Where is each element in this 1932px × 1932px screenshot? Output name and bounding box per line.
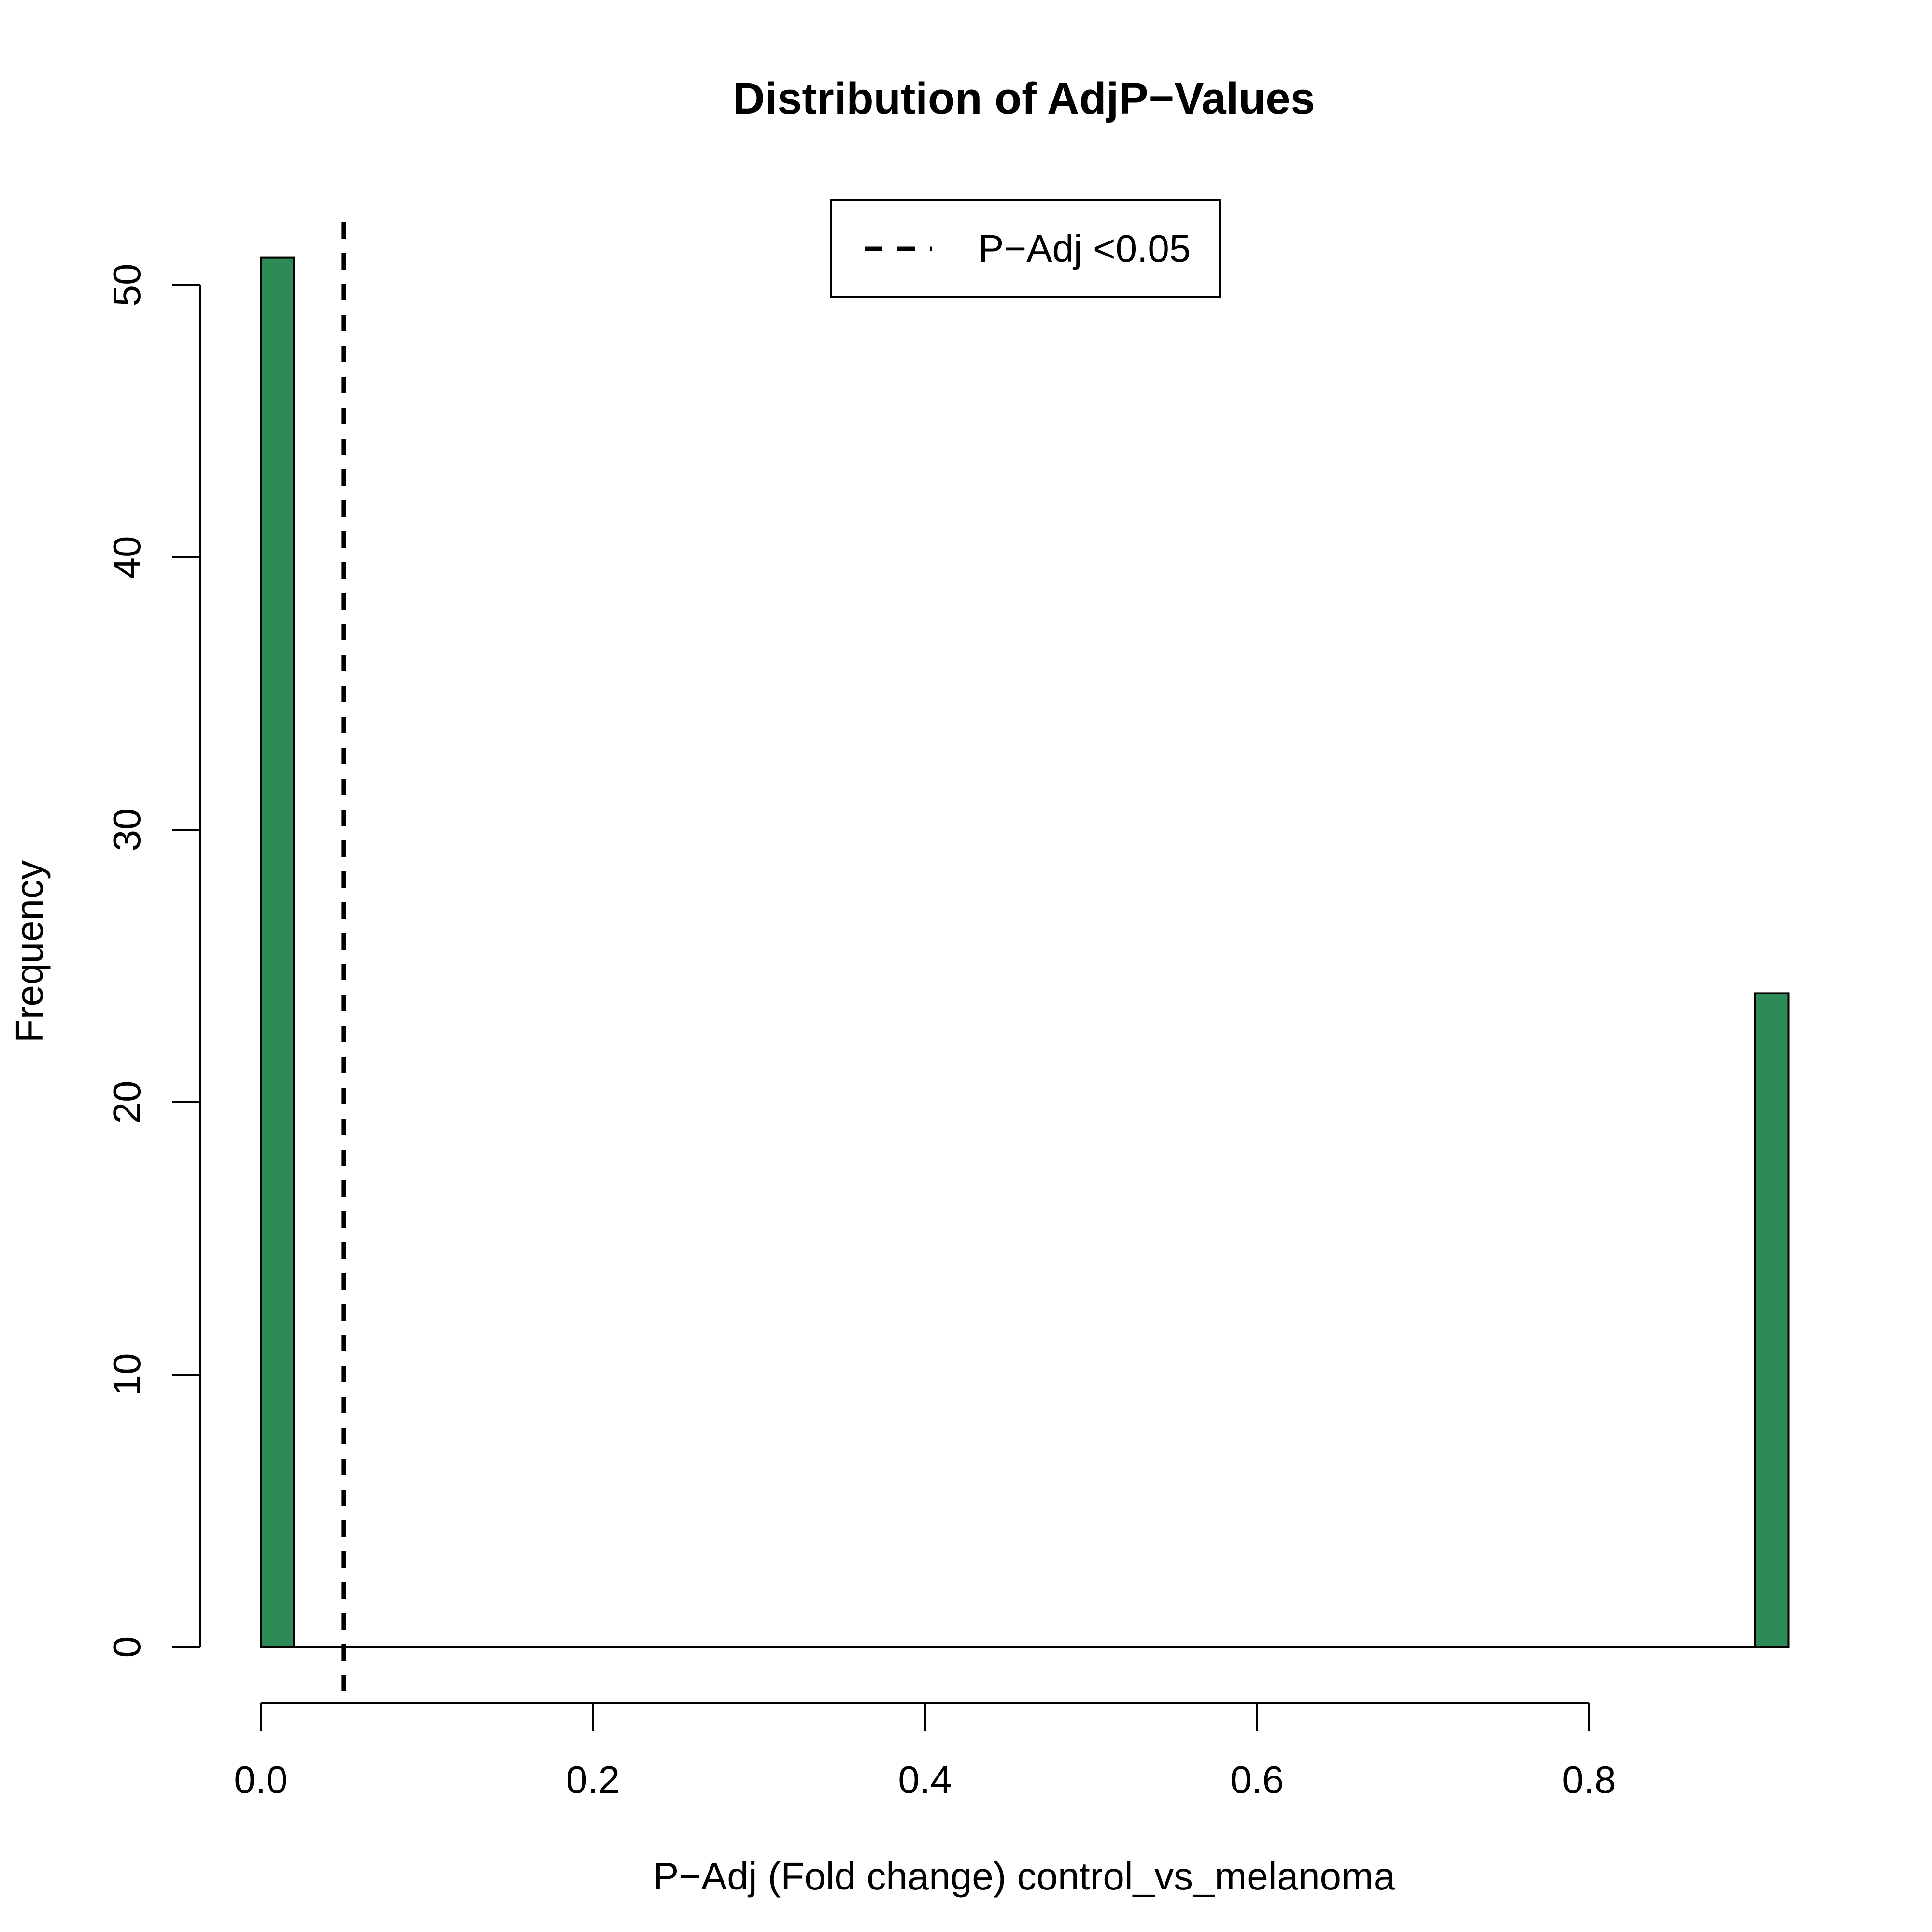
x-tick-label: 0.6	[1230, 1758, 1284, 1801]
y-tick-label: 40	[105, 536, 148, 579]
x-tick-label: 0.8	[1562, 1758, 1616, 1801]
legend-box	[830, 199, 1221, 298]
y-tick-label: 20	[105, 1081, 148, 1124]
histogram-bar	[1754, 992, 1790, 1648]
legend: P−Adj <0.05	[830, 199, 1221, 298]
x-tick-label: 0.0	[234, 1758, 287, 1801]
x-tick-label: 0.2	[566, 1758, 620, 1801]
y-tick-label: 50	[105, 264, 148, 307]
y-tick-label: 10	[105, 1353, 148, 1396]
x-tick-label: 0.4	[898, 1758, 952, 1801]
x-axis-label: P−Adj (Fold change) control_vs_melanoma	[653, 1855, 1395, 1898]
histogram-bar	[260, 256, 295, 1648]
y-axis-label: Frequency	[8, 860, 51, 1043]
y-tick-label: 30	[105, 809, 148, 852]
legend-label: P−Adj <0.05	[978, 227, 1191, 270]
y-tick-label: 0	[105, 1636, 148, 1658]
chart-title: Distribution of AdjP−Values	[733, 74, 1315, 123]
bars-layer	[260, 256, 1790, 1648]
axes-layer: 0 10 20 30 40 50 0.0 0.2 0.4 0.6 0.8	[105, 264, 1616, 1801]
